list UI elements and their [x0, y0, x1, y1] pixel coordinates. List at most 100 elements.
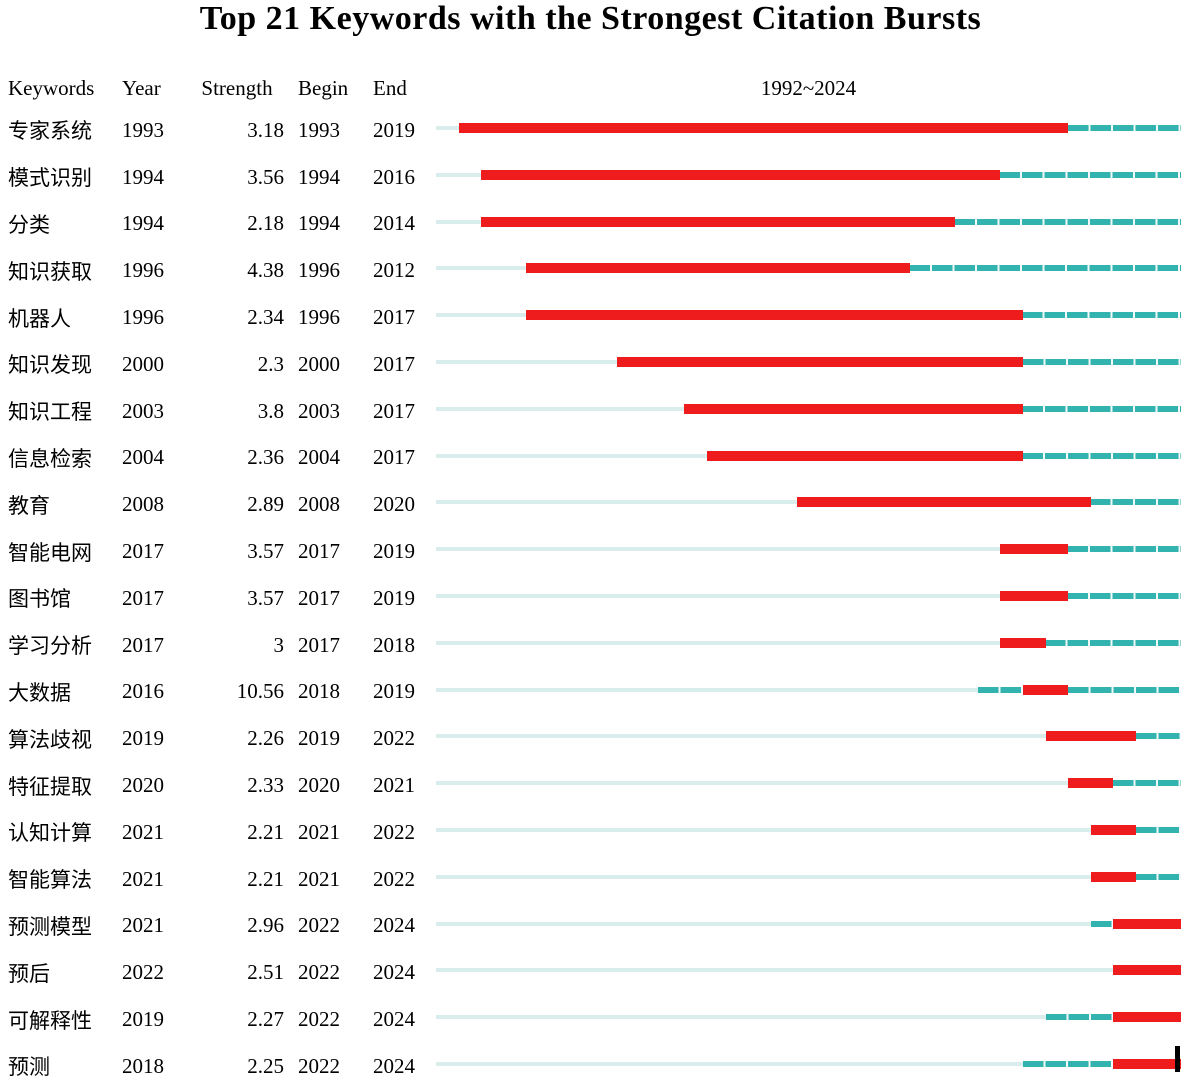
end-cell: 2017: [373, 445, 415, 470]
begin-cell: 1996: [298, 305, 340, 330]
strength-cell: 2.26: [247, 726, 284, 751]
burst-segment: [526, 310, 1023, 321]
timeline-track: [436, 543, 1181, 555]
strength-cell: 3.57: [247, 539, 284, 564]
timeline-track: [436, 1011, 1181, 1023]
strength-cell: 4.38: [247, 258, 284, 283]
right-edge-marker: [1175, 1046, 1180, 1072]
end-cell: 2016: [373, 164, 415, 189]
inactive-segment: [436, 687, 978, 692]
inactive-segment: [436, 827, 1091, 832]
burst-segment: [1000, 544, 1069, 555]
timeline-track: [436, 403, 1181, 415]
burst-segment: [1113, 1012, 1181, 1023]
end-cell: 2022: [373, 866, 415, 891]
keyword-cell: 可解释性: [8, 1008, 92, 1033]
burst-segment: [1090, 824, 1136, 835]
begin-cell: 2022: [298, 1007, 340, 1032]
year-cell: 2017: [122, 539, 164, 564]
burst-segment: [1000, 637, 1046, 648]
active-segment: [1000, 639, 1181, 646]
year-cell: 2017: [122, 632, 164, 657]
active-segment: [1022, 1060, 1181, 1067]
end-cell: 2024: [373, 960, 415, 985]
strength-cell: 3.8: [257, 398, 284, 423]
year-cell: 1994: [122, 211, 164, 236]
end-cell: 2024: [373, 1053, 415, 1078]
timeline-track: [436, 918, 1181, 930]
burst-segment: [1022, 684, 1069, 695]
inactive-segment: [436, 593, 1001, 598]
keyword-cell: 机器人: [8, 306, 71, 331]
burst-row: 机器人 1996 2.34 1996 2017: [0, 294, 1181, 341]
burst-segment: [1045, 731, 1136, 742]
begin-cell: 2019: [298, 726, 340, 751]
timeline-track: [436, 637, 1181, 649]
inactive-segment: [436, 921, 1091, 926]
keyword-cell: 知识发现: [8, 353, 92, 378]
keyword-cell: 认知计算: [8, 821, 92, 846]
year-cell: 2020: [122, 773, 164, 798]
inactive-segment: [436, 781, 1069, 786]
page-title: Top 21 Keywords with the Strongest Citat…: [199, 0, 982, 37]
begin-cell: 2017: [298, 585, 340, 610]
inactive-segment: [436, 266, 527, 271]
strength-cell: 10.56: [236, 679, 284, 704]
year-cell: 1996: [122, 258, 164, 283]
inactive-segment: [436, 500, 798, 505]
begin-cell: 2017: [298, 539, 340, 564]
keyword-cell: 图书馆: [8, 587, 71, 612]
burst-row: 教育 2008 2.89 2008 2020: [0, 481, 1181, 528]
strength-cell: 3.57: [247, 585, 284, 610]
strength-cell: 2.3: [257, 351, 284, 376]
burst-segment: [706, 450, 1023, 461]
keyword-cell: 预测: [8, 1055, 50, 1080]
inactive-segment: [436, 359, 617, 364]
keyword-cell: 算法歧视: [8, 727, 92, 752]
inactive-segment: [436, 126, 459, 130]
keyword-cell: 智能电网: [8, 540, 92, 565]
strength-cell: 2.21: [247, 819, 284, 844]
strength-cell: 2.27: [247, 1007, 284, 1032]
burst-row: 大数据 2016 10.56 2018 2019: [0, 669, 1181, 716]
timeline-track: [436, 262, 1181, 274]
burst-segment: [1113, 918, 1181, 929]
burst-row: 模式识别 1994 3.56 1994 2016: [0, 154, 1181, 201]
strength-cell: 2.89: [247, 492, 284, 517]
begin-cell: 2000: [298, 351, 340, 376]
begin-cell: 2020: [298, 773, 340, 798]
burst-row: 智能算法 2021 2.21 2021 2022: [0, 856, 1181, 903]
burst-row: 图书馆 2017 3.57 2017 2019: [0, 575, 1181, 622]
inactive-segment: [436, 313, 527, 318]
year-cell: 2017: [122, 585, 164, 610]
burst-row: 知识工程 2003 3.8 2003 2017: [0, 388, 1181, 435]
burst-segment: [1113, 965, 1181, 976]
end-cell: 2019: [373, 117, 415, 142]
end-cell: 2021: [373, 773, 415, 798]
end-cell: 2012: [373, 258, 415, 283]
active-segment: [1045, 1014, 1181, 1021]
end-cell: 2022: [373, 819, 415, 844]
burst-row: 信息检索 2004 2.36 2004 2017: [0, 435, 1181, 482]
inactive-segment: [436, 968, 1114, 973]
keyword-cell: 知识工程: [8, 400, 92, 425]
year-cell: 2018: [122, 1053, 164, 1078]
keyword-cell: 学习分析: [8, 634, 92, 659]
begin-cell: 1996: [298, 258, 340, 283]
column-header-year: Year: [122, 75, 161, 100]
column-header-keywords: Keywords: [8, 75, 95, 100]
strength-cell: 2.21: [247, 866, 284, 891]
begin-cell: 2022: [298, 1053, 340, 1078]
timeline-track: [436, 871, 1181, 883]
active-segment: [977, 686, 1181, 693]
inactive-segment: [436, 172, 482, 177]
burst-row: 算法歧视 2019 2.26 2019 2022: [0, 715, 1181, 762]
burst-row: 预测模型 2021 2.96 2022 2024: [0, 903, 1181, 950]
begin-cell: 2021: [298, 819, 340, 844]
year-cell: 2000: [122, 351, 164, 376]
timeline-track: [436, 1058, 1181, 1070]
strength-cell: 2.36: [247, 445, 284, 470]
timeline-range-label: 1992~2024: [760, 75, 857, 100]
inactive-segment: [436, 1061, 1023, 1066]
inactive-segment: [436, 1015, 1046, 1020]
